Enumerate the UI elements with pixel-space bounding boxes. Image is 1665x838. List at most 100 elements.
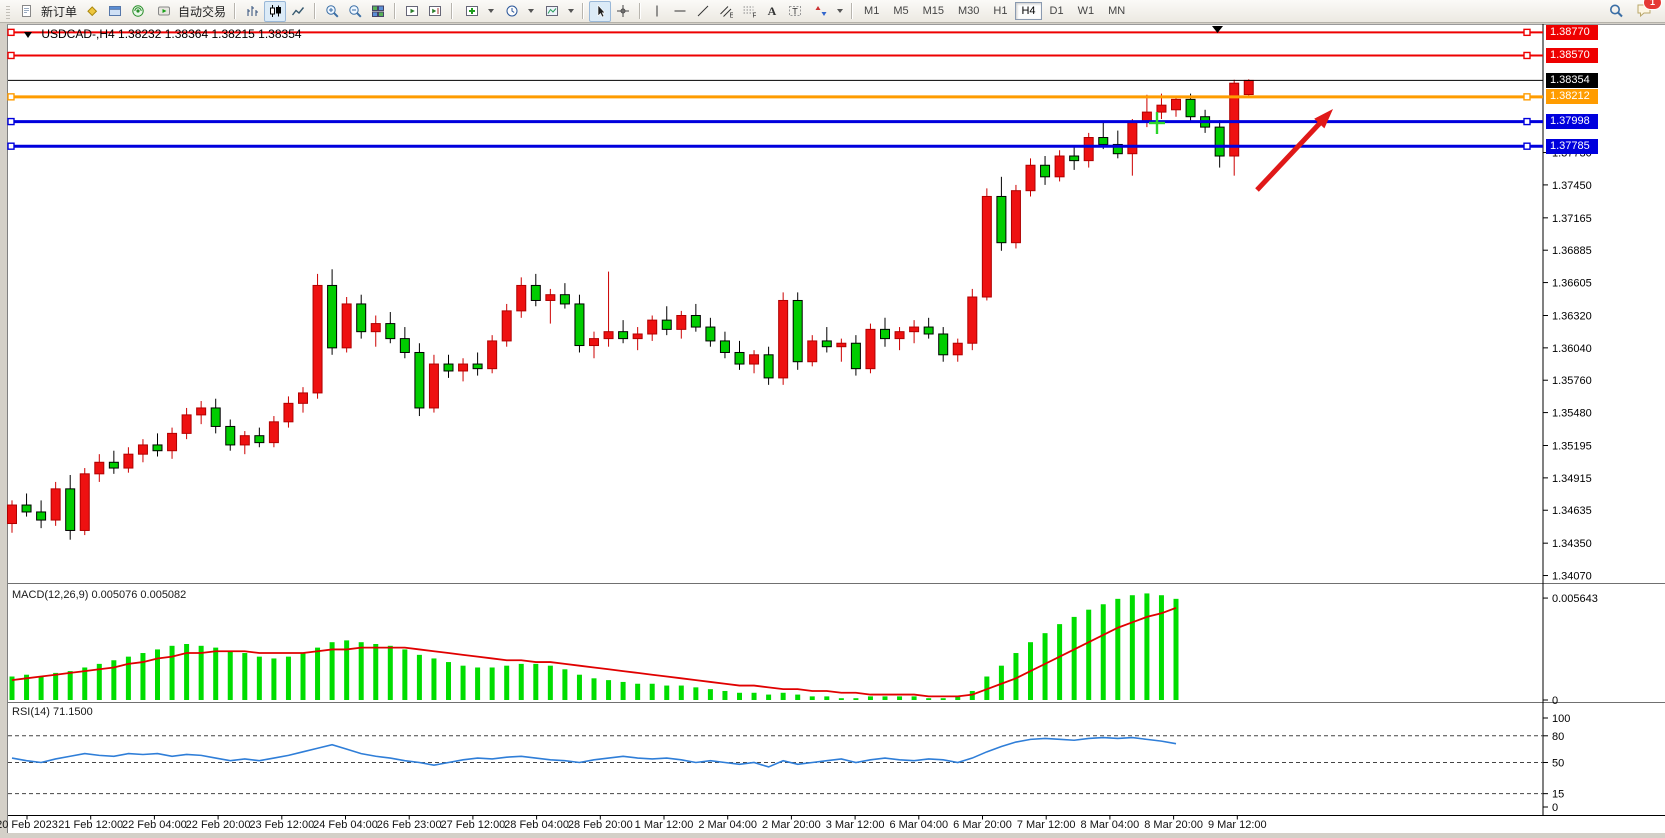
zoom-in-icon[interactable]	[321, 1, 343, 22]
candlestick-series	[7, 79, 1254, 540]
chevron-down-icon	[837, 9, 844, 13]
price-tick: 1.35480	[1552, 408, 1592, 420]
timeframe-h1[interactable]: H1	[993, 5, 1008, 17]
timeframe-w1[interactable]: W1	[1077, 5, 1095, 17]
time-axis-label: 21 Feb 12:00	[58, 819, 124, 831]
horizontal-line-1.37785[interactable]	[7, 142, 1543, 150]
timeframe-m5[interactable]: M5	[893, 5, 909, 17]
rsi-tick: 50	[1552, 758, 1564, 770]
shapes-button[interactable]	[807, 2, 846, 21]
instruments-icon[interactable]	[81, 1, 103, 22]
toolbar-separator	[314, 3, 317, 19]
svg-text:T: T	[792, 7, 798, 17]
timeframe-m15[interactable]: M15	[922, 5, 944, 17]
trendline-icon[interactable]	[692, 1, 714, 22]
macd-tick: 0.005643	[1552, 593, 1598, 605]
timeframe-h4[interactable]: H4	[1015, 2, 1042, 20]
search-icon[interactable]	[1605, 1, 1627, 22]
time-axis-label: 7 Mar 12:00	[1016, 819, 1076, 831]
periodicity-button[interactable]	[498, 2, 537, 21]
time-axis-label: 24 Feb 04:00	[313, 819, 378, 831]
price-tick: 1.35760	[1552, 375, 1592, 387]
signal-icon[interactable]	[127, 1, 149, 22]
time-axis-label: 2 Mar 04:00	[698, 819, 758, 831]
price-tick: 1.36040	[1552, 343, 1592, 355]
new-order-label: 新订单	[41, 4, 78, 19]
chart-window[interactable]	[7, 24, 1665, 833]
time-axis-label: 20 Feb 2023	[0, 819, 58, 831]
rsi-tick: 0	[1552, 802, 1558, 814]
time-axis-label: 9 Mar 12:00	[1207, 819, 1267, 831]
chart-shift-icon[interactable]	[424, 1, 446, 22]
rsi-line	[11, 736, 1177, 768]
text-tool-icon[interactable]: A	[761, 1, 783, 22]
line-chart-icon[interactable]	[287, 1, 309, 22]
new-order-button[interactable]: 新订单	[13, 2, 80, 21]
timeframe-d1[interactable]: D1	[1049, 5, 1064, 17]
label-tool-icon[interactable]: T	[784, 1, 806, 22]
cursor-icon[interactable]	[589, 0, 612, 22]
horizontal-line-icon[interactable]	[669, 1, 691, 22]
macd-indicator-label: MACD(12,26,9) 0.005076 0.005082	[12, 589, 187, 601]
data-window-icon[interactable]	[104, 1, 126, 22]
main-toolbar: 新订单 自动交易 E F A T	[0, 0, 1665, 23]
auto-scroll-icon[interactable]	[401, 1, 423, 22]
toolbar-separator	[451, 3, 454, 19]
time-axis-label: 23 Feb 12:00	[249, 819, 315, 831]
svg-text:E: E	[730, 13, 734, 19]
time-axis-label: 28 Feb 04:00	[504, 819, 570, 831]
timeframe-m30[interactable]: M30	[958, 5, 980, 17]
toolbar-separator	[234, 3, 237, 19]
plus-marker[interactable]	[1149, 112, 1165, 134]
timeframe-mn[interactable]: MN	[1108, 5, 1126, 17]
macd-tick: 0	[1552, 695, 1558, 707]
notifications-button[interactable]: 1	[1633, 0, 1662, 23]
template-button[interactable]	[538, 2, 577, 21]
timeframe-m1[interactable]: M1	[864, 5, 880, 17]
bar-chart-icon[interactable]	[241, 1, 263, 22]
price-level-label-1.37785: 1.37785	[1546, 138, 1598, 154]
fibonacci-icon[interactable]: F	[738, 1, 760, 22]
tile-windows-icon[interactable]	[367, 1, 389, 22]
time-axis-label: 2 Mar 20:00	[762, 819, 821, 831]
price-level-label-1.38212: 1.38212	[1546, 89, 1598, 105]
trend-arrow[interactable]	[1255, 109, 1333, 192]
toolbar-separator	[639, 3, 642, 19]
price-level-label-1.38570: 1.38570	[1546, 47, 1598, 63]
auto-trading-button[interactable]: 自动交易	[150, 2, 229, 21]
svg-text:A: A	[768, 4, 777, 18]
add-indicator-button[interactable]	[458, 2, 497, 21]
candlestick-chart-icon[interactable]	[264, 0, 287, 22]
toolbar-separator	[582, 3, 585, 19]
notification-badge: 1	[1643, 0, 1662, 11]
toolbar-separator	[394, 3, 397, 19]
horizontal-line-1.37998[interactable]	[7, 117, 1543, 126]
time-axis-label: 6 Mar 20:00	[953, 819, 1012, 831]
chevron-down-icon	[568, 9, 575, 13]
symbol-label: USDCAD-,H4	[41, 27, 115, 41]
horizontal-line-1.38212[interactable]	[7, 93, 1543, 101]
scroll-marker-icon	[1212, 26, 1223, 33]
rsi-tick: 100	[1552, 713, 1570, 725]
time-axis-label: 6 Mar 04:00	[889, 819, 949, 831]
channel-icon[interactable]: E	[715, 1, 737, 22]
zoom-out-icon[interactable]	[344, 1, 366, 22]
template-icon	[541, 1, 563, 22]
price-tick: 1.34915	[1552, 473, 1592, 485]
timeframe-toolbar: M1 M5 M15 M30 H1 H4 D1 W1 MN	[858, 2, 1131, 20]
price-tick: 1.37165	[1552, 213, 1592, 225]
time-axis-label: 28 Feb 20:00	[567, 819, 633, 831]
horizontal-line-1.38570[interactable]	[7, 51, 1543, 60]
crosshair-icon[interactable]	[612, 1, 634, 22]
svg-text:F: F	[753, 13, 757, 19]
clock-icon	[501, 1, 523, 22]
price-tick: 1.34350	[1552, 538, 1592, 550]
horizontal-line-1.38770[interactable]	[7, 28, 1543, 37]
vertical-line-icon[interactable]	[646, 1, 668, 22]
price-tick: 1.35195	[1552, 441, 1592, 453]
time-axis-label: 27 Feb 12:00	[440, 819, 506, 831]
time-axis-label: 22 Feb 04:00	[121, 819, 187, 831]
arrows-shapes-icon	[810, 1, 832, 22]
